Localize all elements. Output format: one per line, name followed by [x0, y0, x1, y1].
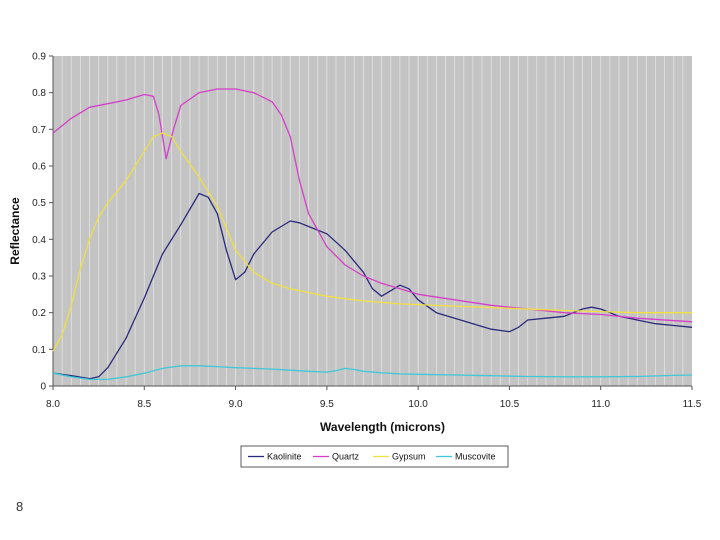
y-tick-label: 0.1 — [32, 345, 46, 356]
y-tick-label: 0.6 — [32, 162, 46, 173]
x-axis-title: Wavelength (microns) — [320, 420, 445, 434]
x-tick-label: 9.5 — [320, 399, 334, 410]
y-tick-label: 0.8 — [32, 88, 46, 99]
y-tick-label: 0.3 — [32, 272, 46, 283]
y-tick-label: 0 — [40, 382, 46, 393]
x-tick-label: 9.0 — [229, 399, 243, 410]
legend-label: Gypsum — [392, 452, 426, 462]
legend-label: Quartz — [332, 452, 360, 462]
y-tick-label: 0.5 — [32, 198, 46, 209]
x-tick-labels: 8.0 8.5 9.0 9.5 10.0 10.5 11.0 11.5 — [46, 386, 702, 410]
y-tick-labels: 0 0.1 0.2 0.3 0.4 0.5 0.6 0.7 0.8 0.9 — [32, 52, 53, 393]
x-tick-label: 8.5 — [137, 399, 151, 410]
series-line-kaolinite — [52, 192, 693, 380]
gridlines — [61, 56, 684, 386]
x-tick-label: 11.5 — [683, 399, 702, 410]
series-line-quartz — [52, 88, 693, 323]
x-tick-label: 10.5 — [500, 399, 520, 410]
legend-label: Muscovite — [455, 452, 496, 462]
y-axis-title: Reflectance — [8, 197, 22, 265]
series-lines — [52, 88, 693, 381]
x-tick-label: 8.0 — [46, 399, 60, 410]
y-tick-label: 0.7 — [32, 125, 46, 136]
legend: Kaolinite Quartz Gypsum Muscovite — [240, 445, 509, 468]
series-line-gypsum — [52, 132, 692, 352]
x-tick-label: 10.0 — [408, 399, 428, 410]
y-tick-label: 0.2 — [32, 308, 46, 319]
y-tick-label: 0.4 — [32, 235, 46, 246]
page-number: 8 — [16, 499, 24, 514]
legend-label: Kaolinite — [267, 452, 302, 462]
y-tick-label: 0.9 — [32, 52, 46, 63]
series-line-muscovite — [52, 365, 693, 381]
x-tick-label: 11.0 — [591, 399, 610, 410]
